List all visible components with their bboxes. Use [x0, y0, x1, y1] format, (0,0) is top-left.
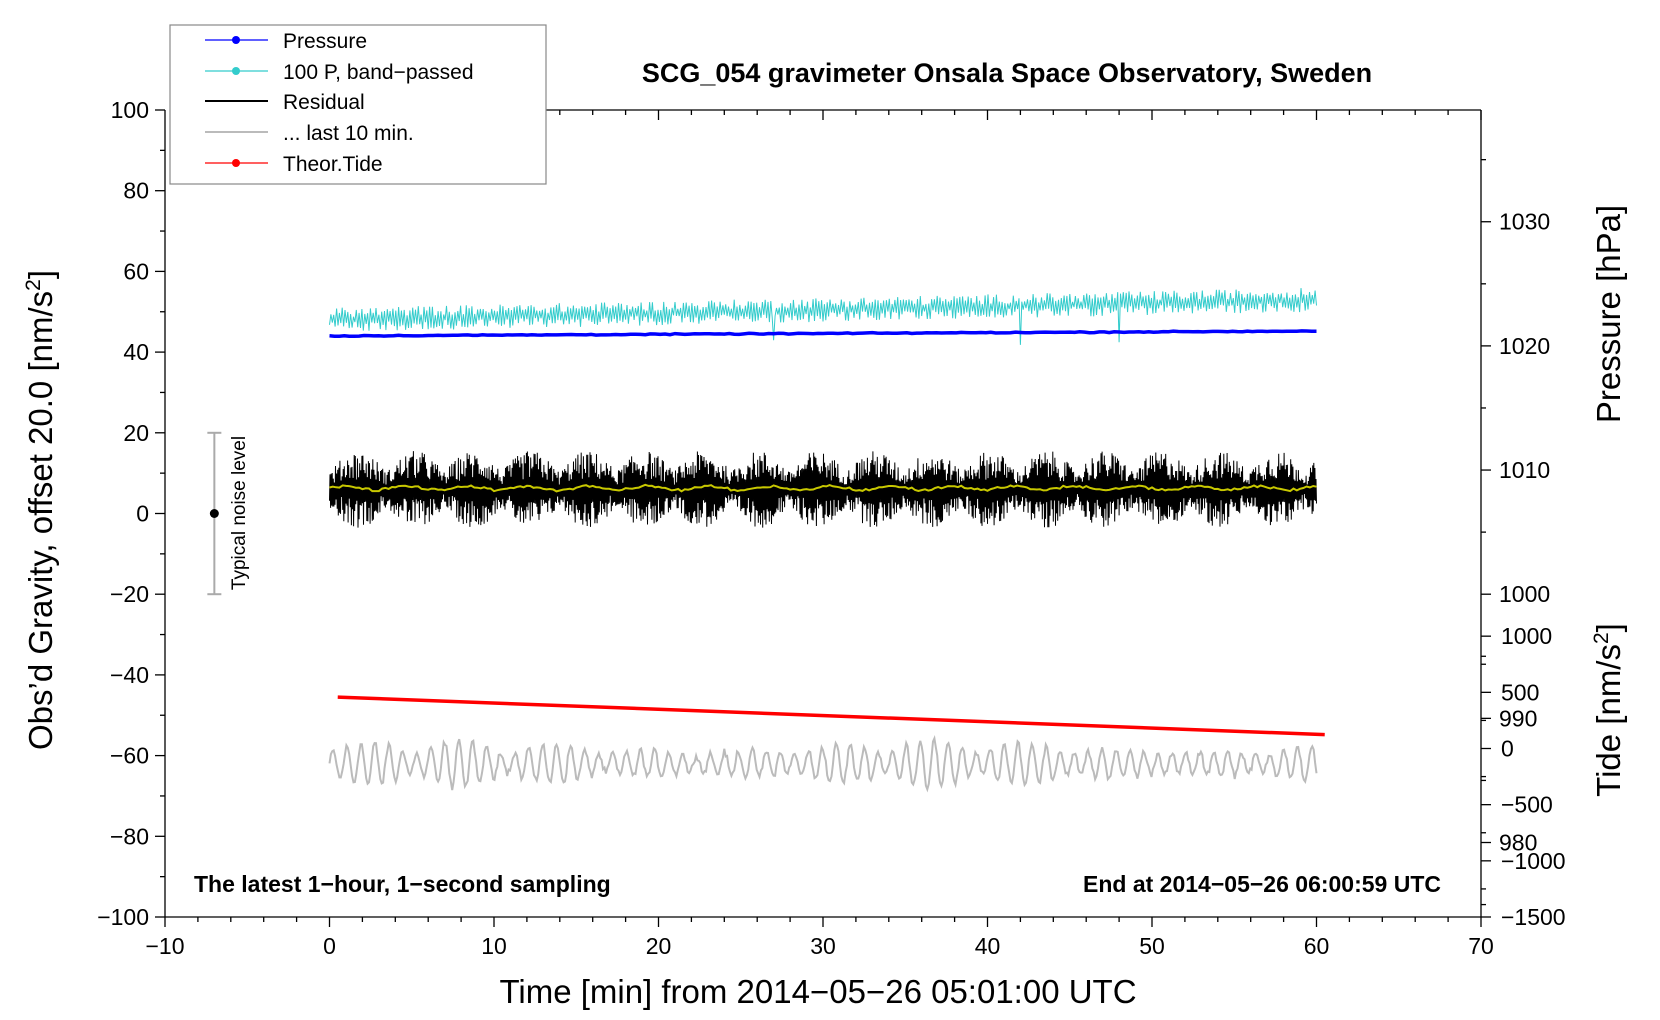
tide-tick-label: 1000	[1501, 623, 1552, 649]
tide-tick-label: −1500	[1501, 904, 1566, 930]
x-tick-label: 40	[975, 933, 1001, 959]
tide-axis-label: Tide [nm/s2]	[1590, 623, 1627, 797]
y-tick-label: 0	[136, 501, 149, 527]
legend-item-bandpassed: 100 P, band−passed	[205, 61, 474, 84]
pressure-axis-label: Pressure [hPa]	[1590, 205, 1627, 423]
series-layer	[207, 288, 1325, 793]
series-residual-smooth-line	[329, 483, 1317, 493]
tide-tick-label: 0	[1501, 736, 1514, 762]
x-tick-label: 20	[646, 933, 672, 959]
legend-label-residual: Residual	[283, 91, 365, 114]
series-last10-line	[328, 734, 1318, 793]
legend-item-residual: Residual	[205, 91, 365, 114]
legend-label-last10: ... last 10 min.	[283, 122, 414, 145]
x-tick-label: 30	[810, 933, 836, 959]
y-axis-label: Obs’d Gravity, offset 20.0 [nm/s2]	[22, 270, 59, 750]
y-tick-label: −80	[110, 823, 149, 849]
tide-tick-label: 500	[1501, 679, 1539, 705]
x-tick-label: 60	[1304, 933, 1330, 959]
chart-title: SCG_054 gravimeter Onsala Space Observat…	[642, 58, 1372, 88]
x-tick-label: 10	[481, 933, 507, 959]
x-tick-label: −10	[145, 933, 184, 959]
pressure-tick-label: 1010	[1499, 457, 1550, 483]
pressure-tick-label: 980	[1499, 830, 1537, 856]
y-tick-label: −20	[110, 581, 149, 607]
tide-tick-label: −1000	[1501, 848, 1566, 874]
axes-layer: −10 0 10 20 30 40 50 60 70100806040200−20−40−60−…	[97, 97, 1565, 959]
legend: Pressure 100 P, band−passed Residual ...…	[169, 24, 547, 185]
y-tick-label: 80	[123, 178, 149, 204]
series-pressure-line	[329, 329, 1317, 339]
legend-item-tide: Theor.Tide	[205, 153, 383, 176]
legend-item-last10: ... last 10 min.	[205, 122, 414, 145]
legend-box	[169, 24, 547, 185]
legend-label-bandpassed: 100 P, band−passed	[283, 61, 474, 84]
legend-label-pressure: Pressure	[283, 30, 367, 53]
x-tick-label: 50	[1139, 933, 1165, 959]
y-tick-label: 100	[111, 97, 149, 123]
annotation-left: The latest 1−hour, 1−second sampling	[194, 871, 611, 897]
legend-label-tide: Theor.Tide	[283, 153, 383, 176]
x-tick-label: 70	[1468, 933, 1494, 959]
tide-tick-label: −500	[1501, 792, 1553, 818]
x-axis-label: Time [min] from 2014−05−26 05:01:00 UTC	[499, 973, 1136, 1010]
y-tick-label: 60	[123, 258, 149, 284]
noise-level-label: Typical noise level	[229, 436, 250, 590]
y-tick-label: −100	[97, 904, 149, 930]
y-tick-label: 40	[123, 339, 149, 365]
pressure-tick-label: 1000	[1499, 581, 1550, 607]
noise-bar-center-dot	[209, 509, 219, 518]
series-tide-line	[337, 695, 1325, 737]
pressure-tick-label: 1020	[1499, 333, 1550, 359]
x-tick-label: 0	[323, 933, 336, 959]
y-tick-label: −40	[110, 662, 149, 688]
series-bandpassed-line	[329, 288, 1317, 345]
legend-item-pressure: Pressure	[205, 30, 367, 53]
series-residual-line	[329, 451, 1317, 528]
annotation-right: End at 2014−05−26 06:00:59 UTC	[1083, 871, 1441, 897]
y-tick-label: −60	[110, 743, 149, 769]
pressure-tick-label: 1030	[1499, 209, 1550, 235]
y-tick-label: 20	[123, 420, 149, 446]
pressure-tick-label: 990	[1499, 705, 1537, 731]
